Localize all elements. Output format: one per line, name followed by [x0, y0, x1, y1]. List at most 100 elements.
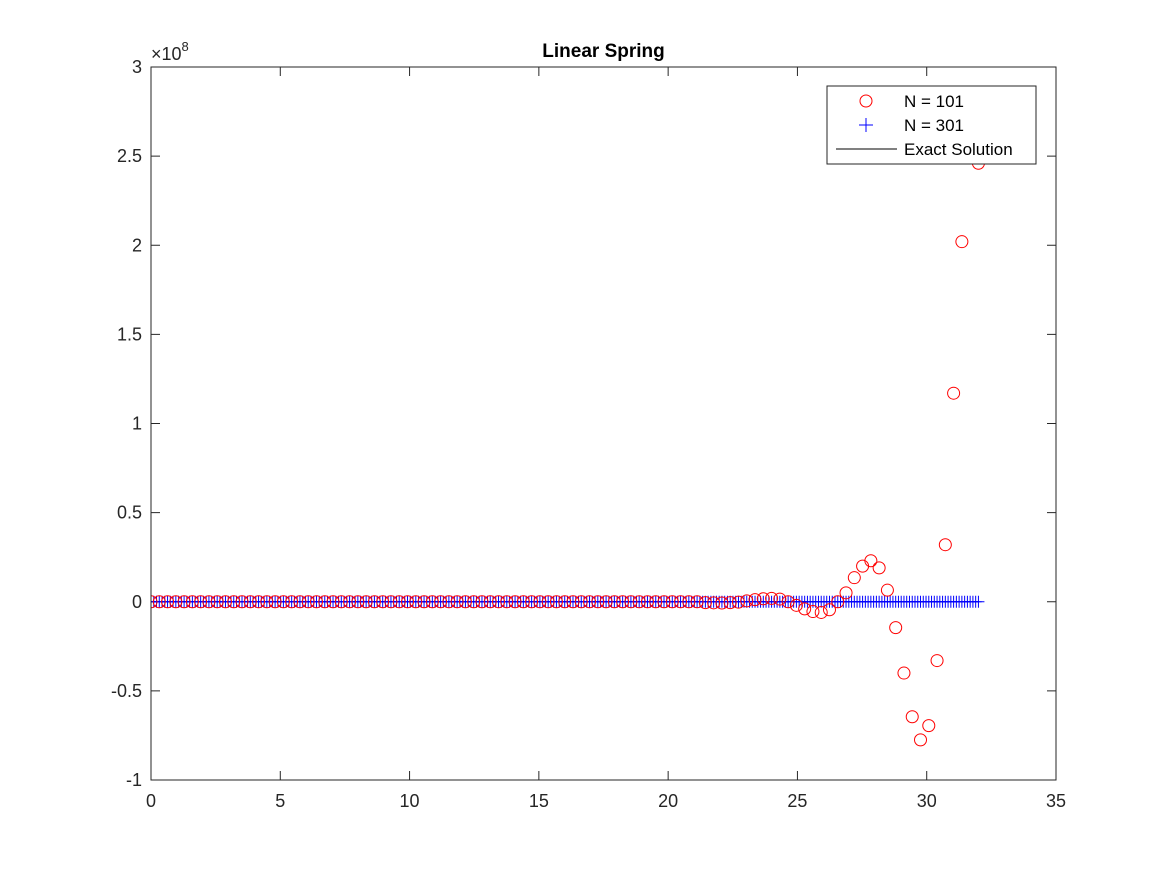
- n101-point: [723, 596, 737, 610]
- n101-point: [773, 592, 787, 606]
- legend: N = 101 N = 301 Exact Solution: [826, 85, 1037, 165]
- x-tick-label: 25: [787, 791, 807, 811]
- legend-label-exact: Exact Solution: [904, 140, 1013, 159]
- n101-point: [938, 538, 952, 552]
- n101-point: [872, 561, 886, 575]
- n101-point: [864, 554, 878, 568]
- n101-point: [409, 595, 423, 609]
- n101-point: [781, 595, 795, 609]
- n101-point: [624, 595, 638, 609]
- series-layer: [151, 131, 985, 747]
- n101-point: [343, 595, 357, 609]
- n101-point: [880, 583, 894, 597]
- n101-point: [922, 719, 936, 733]
- n101-point: [483, 595, 497, 609]
- n101-point: [177, 595, 191, 609]
- n101-point: [640, 595, 654, 609]
- n101-point: [798, 602, 812, 616]
- n101-point: [458, 595, 472, 609]
- x-tick-label: 15: [529, 791, 549, 811]
- chart-title: Linear Spring: [542, 41, 664, 62]
- n101-point: [533, 595, 547, 609]
- legend-circle-marker: [859, 94, 873, 108]
- n101-point: [740, 594, 754, 608]
- n101-point: [508, 595, 522, 609]
- n101-point: [599, 595, 613, 609]
- n101-point: [417, 595, 431, 609]
- n101-point: [583, 595, 597, 609]
- n101-point: [260, 595, 274, 609]
- n101-point: [194, 595, 208, 609]
- x-tick-label: 10: [400, 791, 420, 811]
- legend-plus-marker: [859, 118, 873, 132]
- legend-entry-n101: N = 101: [859, 92, 964, 111]
- n101-point: [218, 595, 232, 609]
- n101-point: [252, 595, 266, 609]
- x-tick-label: 30: [917, 791, 937, 811]
- n101-point: [897, 666, 911, 680]
- n301-point: [972, 595, 985, 608]
- n101-point: [822, 603, 836, 617]
- n101-point: [525, 595, 539, 609]
- n101-point: [376, 595, 390, 609]
- n101-point: [566, 595, 580, 609]
- y-exponent-power: 8: [182, 39, 189, 54]
- n101-point: [674, 595, 688, 609]
- n101-point: [756, 592, 770, 606]
- y-exponent-label: ×108: [151, 39, 189, 64]
- y-tick-label: 2: [132, 235, 142, 255]
- n101-point: [268, 595, 282, 609]
- n101-point: [839, 586, 853, 600]
- plot-area: [151, 67, 1056, 780]
- n101-point: [591, 595, 605, 609]
- n101-point: [549, 595, 563, 609]
- x-tick-label: 5: [275, 791, 285, 811]
- y-tick-label: 1.5: [117, 324, 142, 344]
- n101-point: [947, 386, 961, 400]
- n101-point: [541, 595, 555, 609]
- n101-point: [467, 595, 481, 609]
- legend-label-n301: N = 301: [904, 116, 964, 135]
- n101-point: [202, 595, 216, 609]
- legend-label-n101: N = 101: [904, 92, 964, 111]
- y-tick-label: -1: [126, 770, 142, 790]
- n101-point: [789, 598, 803, 612]
- n101-point: [649, 595, 663, 609]
- n101-point: [731, 595, 745, 609]
- n101-point: [657, 595, 671, 609]
- x-tick-label: 0: [146, 791, 156, 811]
- n101-point: [616, 595, 630, 609]
- y-tick-labels: -1 -0.5 0 0.5 1 1.5 2 2.5 3: [111, 57, 142, 790]
- axes-box: [150, 66, 1057, 781]
- n101-point: [351, 595, 365, 609]
- n101-point: [384, 595, 398, 609]
- n101-point: [276, 595, 290, 609]
- n101-point: [161, 595, 175, 609]
- n101-point: [607, 595, 621, 609]
- n101-point: [914, 733, 928, 747]
- n101-point: [492, 595, 506, 609]
- n101-point: [707, 596, 721, 610]
- n101-point: [210, 595, 224, 609]
- n101-point: [392, 595, 406, 609]
- n101-point: [690, 595, 704, 609]
- n101-point: [151, 595, 158, 609]
- n101-point: [434, 595, 448, 609]
- n101-point: [698, 596, 712, 610]
- n101-point: [442, 595, 456, 609]
- n101-point: [235, 595, 249, 609]
- n101-point: [475, 595, 489, 609]
- n101-point: [889, 621, 903, 635]
- y-tick-label: -0.5: [111, 681, 142, 701]
- n101-point: [632, 595, 646, 609]
- n101-point: [359, 595, 373, 609]
- n101-point: [309, 595, 323, 609]
- n101-point: [425, 595, 439, 609]
- n101-point: [930, 654, 944, 668]
- n101-point: [293, 595, 307, 609]
- legend-entry-n301: N = 301: [859, 116, 964, 135]
- n101-point: [806, 605, 820, 619]
- n101-point: [401, 595, 415, 609]
- n101-point: [318, 595, 332, 609]
- y-exponent-base: ×10: [151, 44, 182, 64]
